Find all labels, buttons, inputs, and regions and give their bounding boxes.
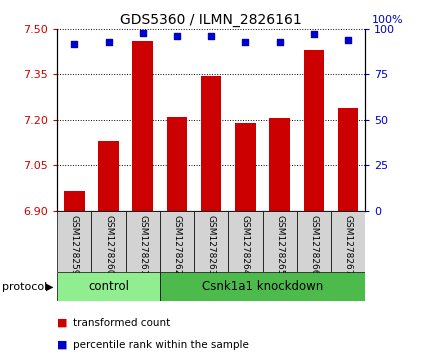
Bar — [201, 76, 221, 211]
Point — [310, 32, 317, 37]
Point — [242, 39, 249, 45]
Point — [345, 37, 352, 43]
Bar — [98, 141, 119, 211]
Text: GSM1278267: GSM1278267 — [344, 216, 352, 276]
Text: GSM1278266: GSM1278266 — [309, 216, 319, 276]
Text: protocol: protocol — [2, 282, 48, 292]
Bar — [57, 272, 160, 301]
Bar — [331, 211, 365, 272]
Point — [276, 39, 283, 45]
Bar — [338, 108, 358, 211]
Bar — [167, 117, 187, 211]
Point — [71, 41, 78, 46]
Bar — [126, 211, 160, 272]
Bar — [92, 211, 126, 272]
Text: GSM1278262: GSM1278262 — [172, 216, 181, 276]
Text: GSM1278260: GSM1278260 — [104, 216, 113, 276]
Bar — [297, 211, 331, 272]
Text: GSM1278265: GSM1278265 — [275, 216, 284, 276]
Text: percentile rank within the sample: percentile rank within the sample — [73, 340, 249, 350]
Bar — [160, 272, 365, 301]
Text: 100%: 100% — [371, 15, 403, 25]
Point — [139, 30, 146, 36]
Bar — [132, 41, 153, 211]
Bar — [304, 50, 324, 211]
Text: GSM1278261: GSM1278261 — [138, 216, 147, 276]
Text: ■: ■ — [57, 318, 68, 328]
Bar — [235, 123, 256, 211]
Bar — [57, 211, 92, 272]
Text: transformed count: transformed count — [73, 318, 170, 328]
Bar — [269, 118, 290, 211]
Title: GDS5360 / ILMN_2826161: GDS5360 / ILMN_2826161 — [120, 13, 302, 26]
Bar — [194, 211, 228, 272]
Bar — [263, 211, 297, 272]
Text: Csnk1a1 knockdown: Csnk1a1 knockdown — [202, 280, 323, 293]
Text: ▶: ▶ — [46, 282, 54, 292]
Text: control: control — [88, 280, 129, 293]
Text: GSM1278263: GSM1278263 — [207, 216, 216, 276]
Text: GSM1278259: GSM1278259 — [70, 216, 79, 276]
Text: ■: ■ — [57, 340, 68, 350]
Point — [105, 39, 112, 45]
Point — [208, 33, 215, 39]
Bar — [64, 191, 84, 211]
Bar — [160, 211, 194, 272]
Bar — [228, 211, 263, 272]
Text: GSM1278264: GSM1278264 — [241, 216, 250, 276]
Point — [173, 33, 180, 39]
